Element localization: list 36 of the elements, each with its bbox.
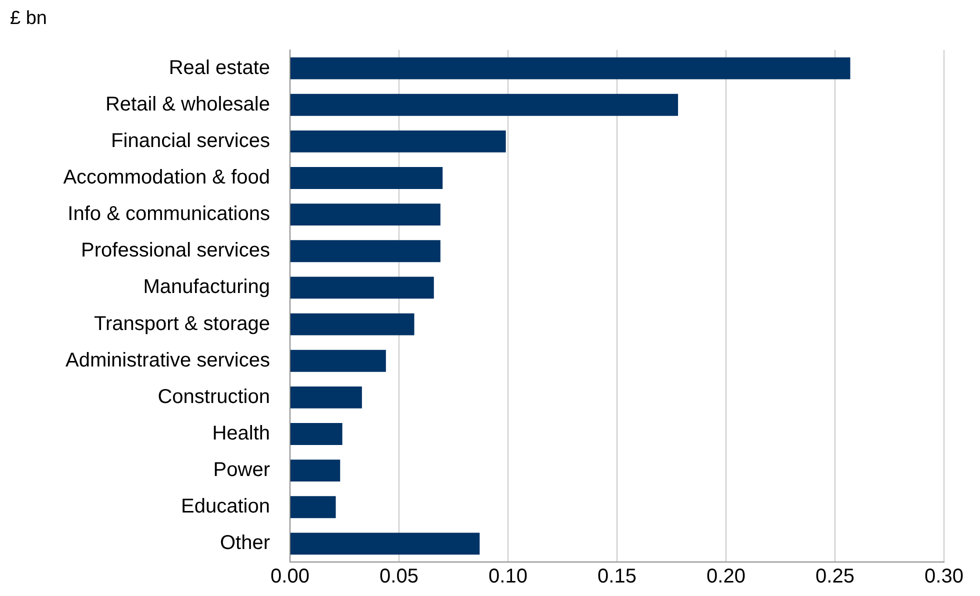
x-tick-label: 0.10 (488, 566, 528, 588)
y-tick-label: Manufacturing (143, 276, 270, 298)
x-tick-label: 0.00 (270, 566, 310, 588)
bar (290, 240, 440, 262)
y-tick-label: Administrative services (65, 349, 270, 372)
y-tick-label: Construction (158, 386, 270, 408)
bar (290, 423, 342, 445)
y-tick-label: Info & communications (68, 203, 270, 226)
x-tick-label: 0.30 (924, 566, 964, 588)
bar (290, 130, 506, 152)
bar (290, 460, 340, 482)
bar (290, 313, 414, 336)
bar (290, 204, 440, 226)
bar (290, 496, 336, 518)
x-tick-label: 0.15 (598, 566, 636, 588)
y-tick-label: Accommodation & food (63, 166, 270, 189)
bar (290, 276, 434, 299)
bar (290, 386, 362, 408)
x-tick-label: 0.25 (816, 566, 854, 588)
bar (290, 532, 480, 555)
x-tick-label: 0.20 (706, 566, 746, 588)
y-axis-title: £ bn (10, 8, 47, 30)
bar (290, 350, 386, 372)
x-tick-label: 0.05 (380, 566, 418, 588)
y-tick-label: Education (181, 496, 270, 518)
y-tick-label: Health (212, 422, 270, 445)
bar (290, 94, 678, 116)
bar (290, 57, 850, 80)
y-tick-label: Professional services (81, 240, 270, 262)
y-tick-label: Retail & wholesale (105, 93, 270, 116)
y-tick-label: Power (213, 459, 270, 482)
bar (290, 167, 443, 189)
y-tick-label: Other (220, 532, 270, 554)
y-tick-label: Transport & storage (94, 312, 270, 335)
y-tick-label: Financial services (111, 130, 270, 152)
y-tick-label: Real estate (168, 56, 270, 79)
